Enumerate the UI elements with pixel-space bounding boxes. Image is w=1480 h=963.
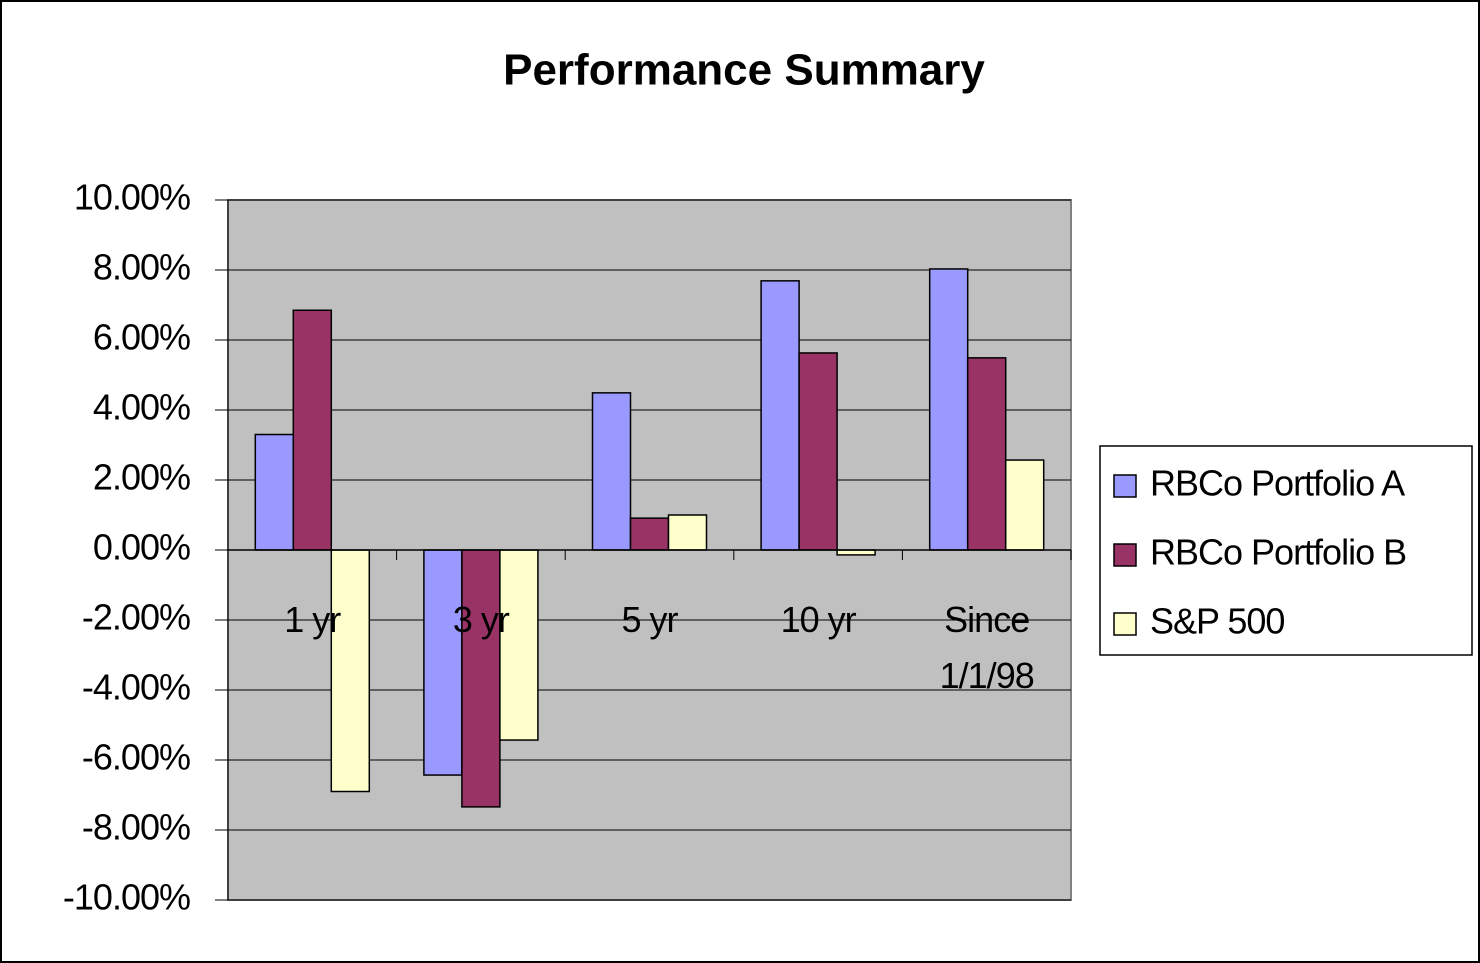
bar	[292, 309, 333, 551]
legend-label: RBCo Portfolio A	[1150, 463, 1405, 504]
bar	[966, 357, 1007, 551]
y-tick-label: 0.00%	[93, 527, 190, 568]
x-tick-label: 3 yr	[452, 599, 510, 640]
y-tick-label: 2.00%	[93, 457, 190, 498]
bar	[760, 280, 800, 551]
bar	[254, 433, 295, 551]
legend-swatch	[1113, 612, 1137, 636]
y-tick-label: -4.00%	[82, 667, 190, 708]
bar	[629, 517, 670, 551]
bar	[667, 514, 708, 551]
y-tick-label: 4.00%	[93, 387, 190, 428]
bar	[928, 268, 969, 551]
x-tick-label: 1 yr	[284, 599, 341, 640]
bar	[798, 352, 838, 551]
x-tick-label: 5 yr	[621, 599, 678, 640]
x-tick-label: 10 yr	[780, 599, 857, 640]
bar	[1004, 459, 1045, 551]
legend-swatch	[1113, 474, 1137, 498]
bar	[591, 392, 632, 551]
bar	[330, 549, 371, 793]
bar	[423, 549, 463, 776]
legend-box	[1099, 445, 1473, 656]
bar	[461, 549, 501, 808]
y-tick-label: -8.00%	[82, 807, 190, 848]
y-tick-label: -10.00%	[63, 877, 190, 918]
y-tick-label: 8.00%	[93, 247, 190, 288]
legend-label: S&P 500	[1150, 601, 1284, 642]
y-tick-label: -2.00%	[82, 597, 190, 638]
y-tick-label: 10.00%	[74, 177, 190, 218]
y-tick-label: 6.00%	[93, 317, 190, 358]
legend-swatch	[1113, 543, 1137, 567]
x-tick-label: Since 1/1/98	[939, 599, 1035, 696]
y-tick-label: -6.00%	[82, 737, 190, 778]
legend-label: RBCo Portfolio B	[1150, 532, 1406, 573]
chart-title: Performance Summary	[503, 46, 985, 95]
bar	[499, 549, 539, 741]
